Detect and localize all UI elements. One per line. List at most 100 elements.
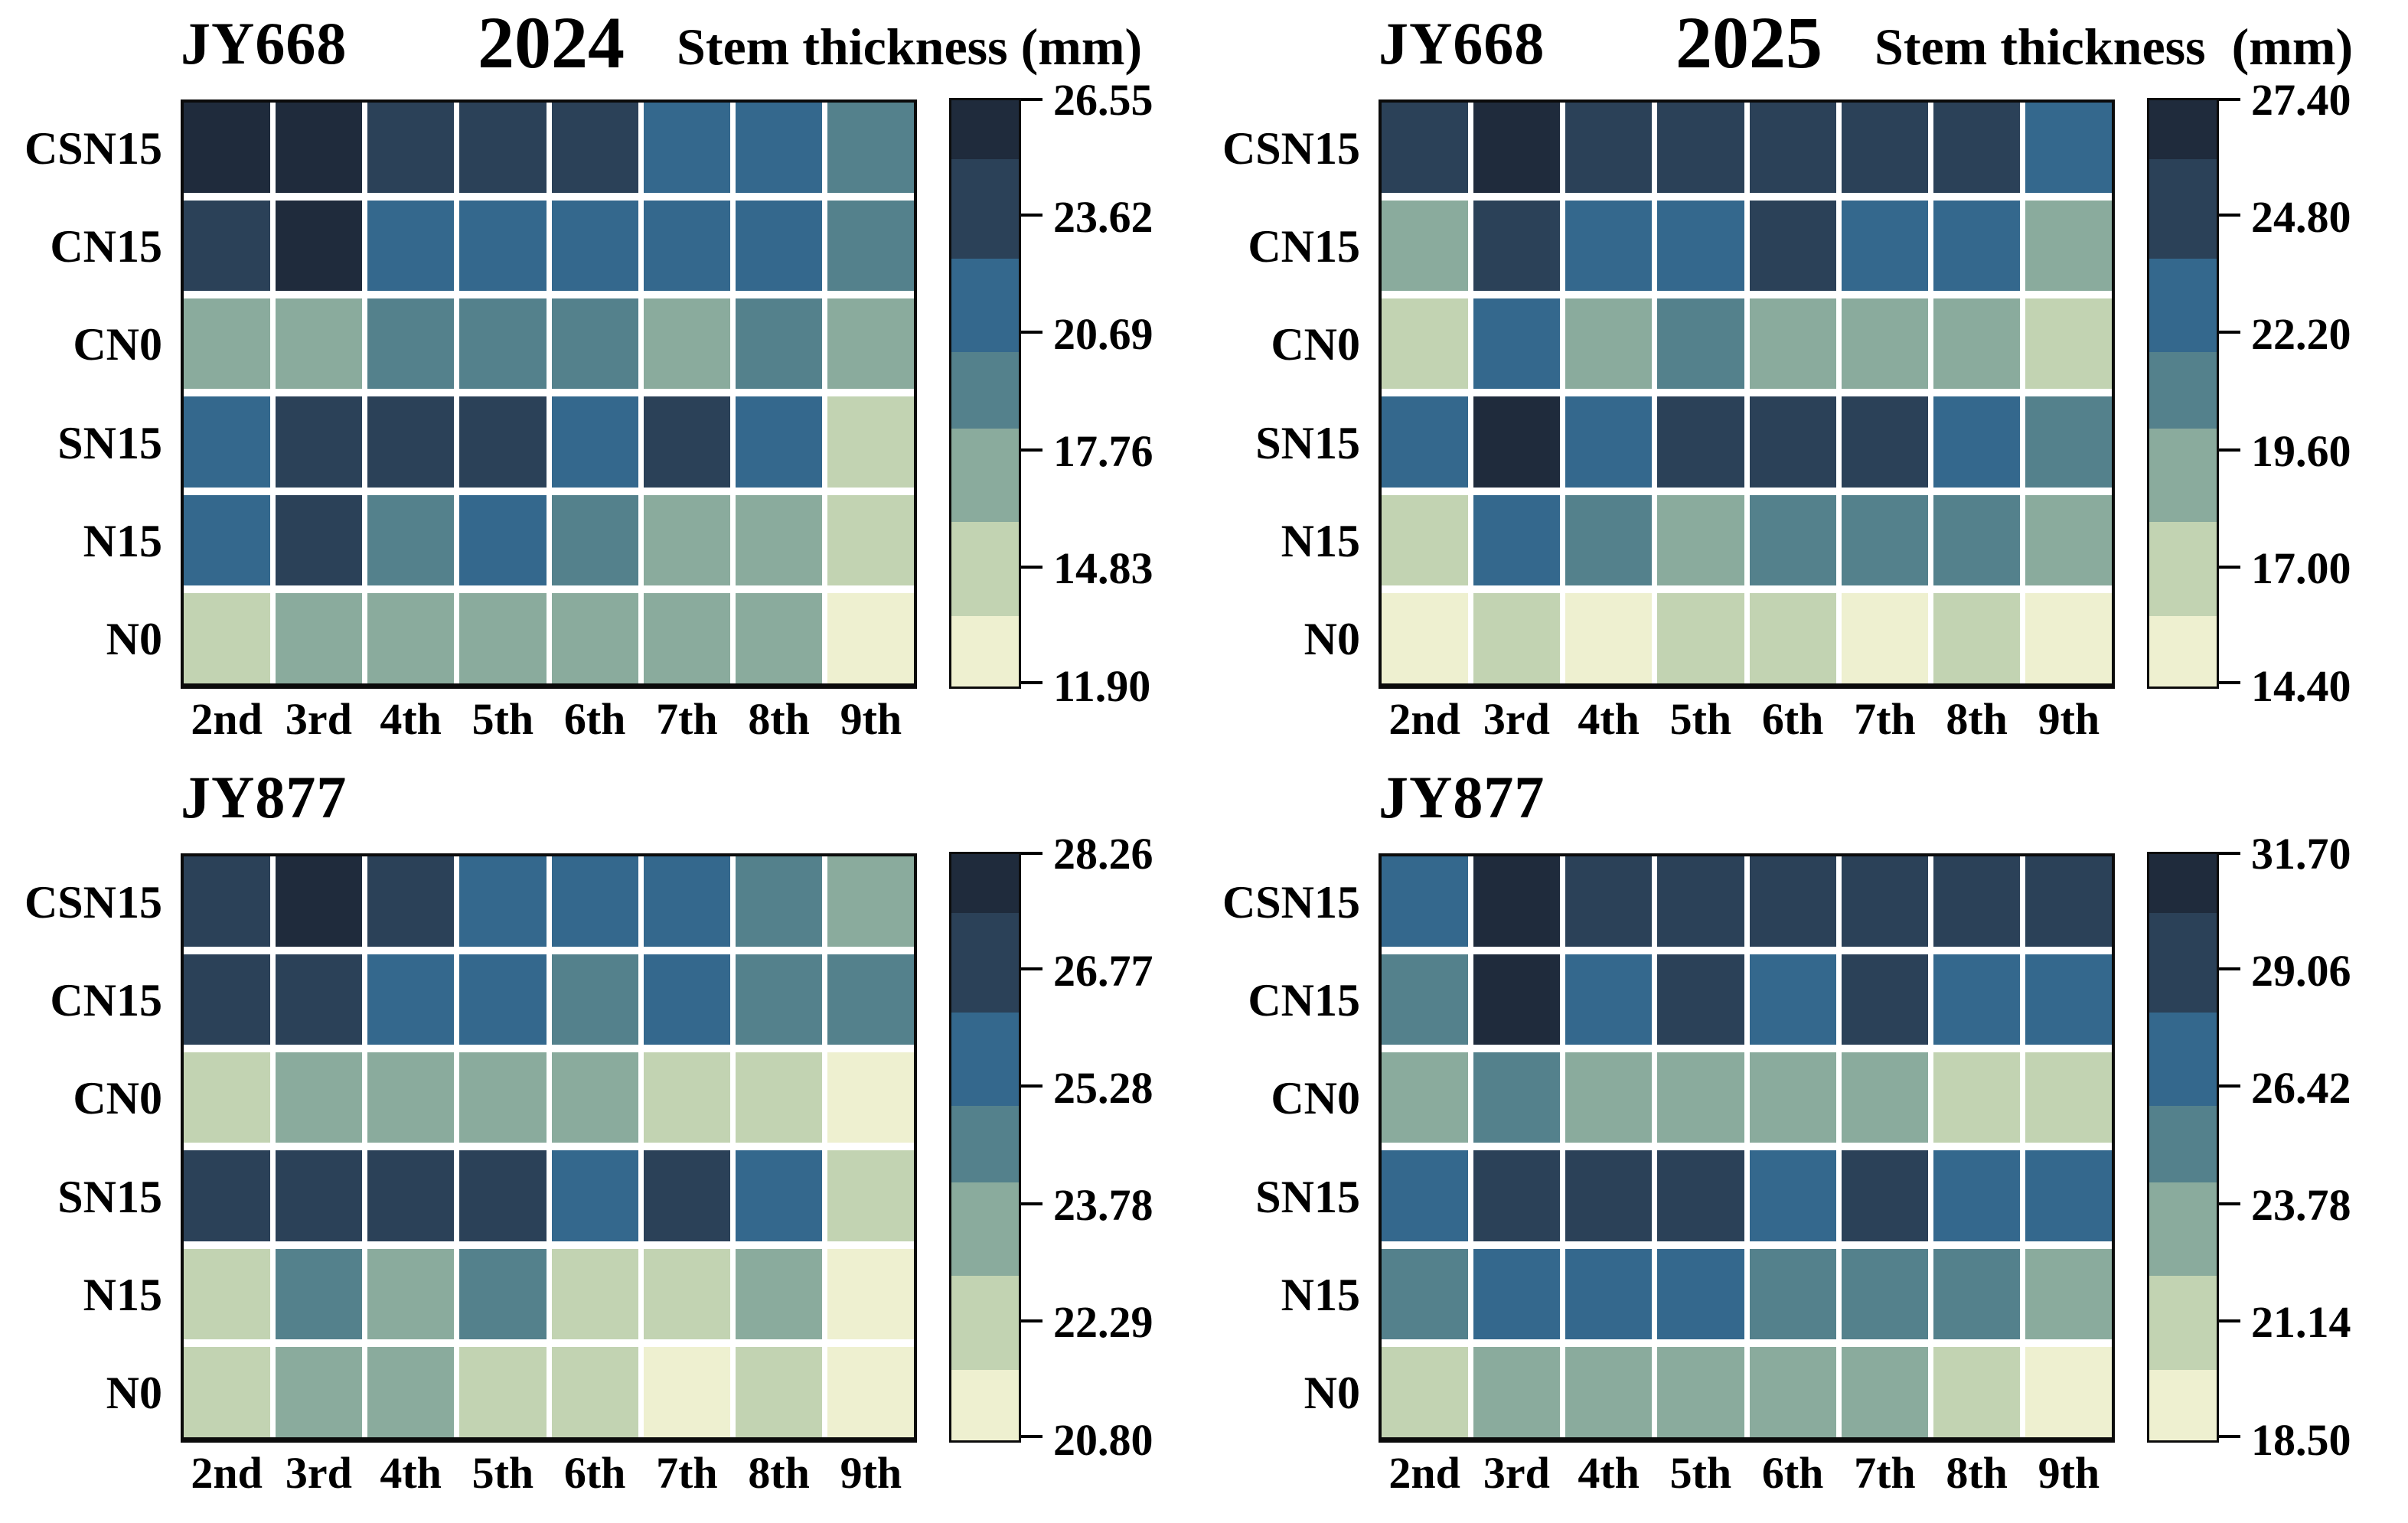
- heatmap-cell: [1382, 494, 1469, 585]
- x-axis-label: 3rd: [1483, 694, 1550, 744]
- heatmap-cell: [459, 494, 547, 585]
- heatmap-cell: [184, 396, 271, 488]
- y-axis-labels: CSN15 CN15 CN0 SN15 N15 N0: [0, 99, 162, 689]
- colorbar: [949, 852, 1021, 1443]
- colorbar-segment: [951, 428, 1019, 523]
- heatmap-cell: [1382, 1150, 1469, 1241]
- y-axis-label: N15: [1281, 515, 1360, 566]
- x-axis-label: 4th: [380, 694, 442, 744]
- y-axis-label: CSN15: [24, 122, 162, 174]
- heatmap-cell: [2025, 1052, 2112, 1143]
- colorbar-segment: [2149, 1370, 2217, 1440]
- heatmap-cell: [276, 592, 363, 683]
- heatmap-cell: [1565, 103, 1653, 194]
- colorbar-tick-label: 28.26: [1053, 828, 1153, 879]
- colorbar-tick: [2219, 1319, 2240, 1322]
- x-axis-label: 8th: [1946, 694, 2008, 744]
- heatmap-cell: [2025, 1150, 2112, 1241]
- heatmap-cell: [1841, 1248, 1928, 1339]
- x-axis-label: 9th: [2038, 1448, 2100, 1498]
- heatmap-cell: [643, 592, 730, 683]
- heatmap-cell: [1657, 396, 1744, 488]
- heatmap-cell: [367, 103, 455, 194]
- heatmap-cell: [827, 396, 914, 488]
- heatmap-cell: [1749, 592, 1836, 683]
- colorbar-tick: [2219, 1435, 2240, 1438]
- heatmap-cell: [1565, 201, 1653, 292]
- y-axis-label: CN15: [1248, 974, 1360, 1026]
- colorbar-tick-label: 21.14: [2251, 1297, 2351, 1348]
- colorbar-tick-label: 17.00: [2251, 543, 2351, 594]
- colorbar: [2147, 852, 2219, 1443]
- heatmap-cell: [276, 494, 363, 585]
- heatmap-cell: [551, 201, 638, 292]
- heatmap-cell: [827, 592, 914, 683]
- heatmap-cell: [827, 1248, 914, 1339]
- colorbar-tick-label: 14.40: [2251, 660, 2351, 711]
- colorbar-tick-label: 22.20: [2251, 308, 2351, 359]
- x-axis-label: 6th: [563, 1448, 626, 1498]
- heatmap-cell: [1382, 856, 1469, 947]
- heatmap-cell: [276, 1150, 363, 1241]
- heatmap-cell: [367, 1150, 455, 1241]
- y-axis-label: CN15: [50, 974, 162, 1026]
- heatmap-cell: [1657, 954, 1744, 1045]
- heatmap-cell: [1382, 201, 1469, 292]
- x-axis-label: 2nd: [191, 1448, 263, 1498]
- heatmap-cell: [735, 1346, 822, 1437]
- heatmap-cell: [1657, 1150, 1744, 1241]
- y-axis-labels: CSN15 CN15 CN0 SN15 N15 N0: [1198, 99, 1360, 689]
- heatmap-cell: [1382, 298, 1469, 390]
- y-axis-labels: CSN15 CN15 CN0 SN15 N15 N0: [1198, 853, 1360, 1443]
- colorbar-segment: [951, 1182, 1019, 1277]
- heatmap-cell: [1657, 1346, 1744, 1437]
- heatmap-cell: [367, 1346, 455, 1437]
- heatmap-cell: [1749, 856, 1836, 947]
- x-axis-labels: 2nd 3rd 4th 5th 6th 7th 8th 9th: [1379, 693, 2115, 755]
- colorbar-tick: [1021, 1435, 1042, 1438]
- x-axis-label: 5th: [1669, 1448, 1732, 1498]
- heatmap-cell: [827, 1150, 914, 1241]
- colorbar-segment: [2149, 616, 2217, 686]
- heatmap-cell: [1749, 1346, 1836, 1437]
- colorbar-segment: [951, 854, 1019, 913]
- colorbar-tick: [2219, 967, 2240, 971]
- heatmap-cell: [459, 201, 547, 292]
- heatmap-cell: [1749, 298, 1836, 390]
- x-axis-label: 9th: [840, 694, 902, 744]
- x-axis-label: 4th: [1578, 694, 1640, 744]
- x-axis-label: 2nd: [1388, 1448, 1460, 1498]
- colorbar-tick-label: 18.50: [2251, 1414, 2351, 1465]
- colorbar-segment: [951, 258, 1019, 353]
- heatmap-cell: [1933, 298, 2020, 390]
- colorbar-segment: [2149, 258, 2217, 353]
- heatmap-cell: [184, 1052, 271, 1143]
- heatmap-cell: [1565, 856, 1653, 947]
- heatmap-cell: [184, 494, 271, 585]
- colorbar-segment: [2149, 352, 2217, 429]
- heatmap-cell: [1749, 1150, 1836, 1241]
- colorbar-segment: [2149, 100, 2217, 159]
- heatmap-cell: [459, 396, 547, 488]
- colorbar-tick-label: 23.78: [2251, 1180, 2351, 1231]
- heatmap-cell: [1841, 103, 1928, 194]
- heatmap-cell: [2025, 494, 2112, 585]
- heatmap-cell: [1933, 103, 2020, 194]
- heatmap-cell: [1841, 201, 1928, 292]
- heatmap-cell: [827, 1346, 914, 1437]
- colorbar-tick-label: 26.55: [1053, 74, 1153, 125]
- x-axis-labels: 2nd 3rd 4th 5th 6th 7th 8th 9th: [181, 1447, 917, 1508]
- colorbar-tick: [1021, 1202, 1042, 1205]
- colorbar-segment: [951, 1370, 1019, 1440]
- heatmap-cell: [1933, 1150, 2020, 1241]
- y-axis-label: N0: [1304, 614, 1360, 665]
- colorbar-tick: [1021, 1084, 1042, 1088]
- heatmap-cell: [276, 201, 363, 292]
- heatmap-cell: [459, 1052, 547, 1143]
- heatmap-cell: [276, 954, 363, 1045]
- colorbar-segment: [951, 912, 1019, 1013]
- y-axis-label: CSN15: [1222, 122, 1360, 174]
- heatmap-cell: [367, 1248, 455, 1339]
- heatmap-cell: [1565, 1150, 1653, 1241]
- colorbar-segment: [951, 100, 1019, 159]
